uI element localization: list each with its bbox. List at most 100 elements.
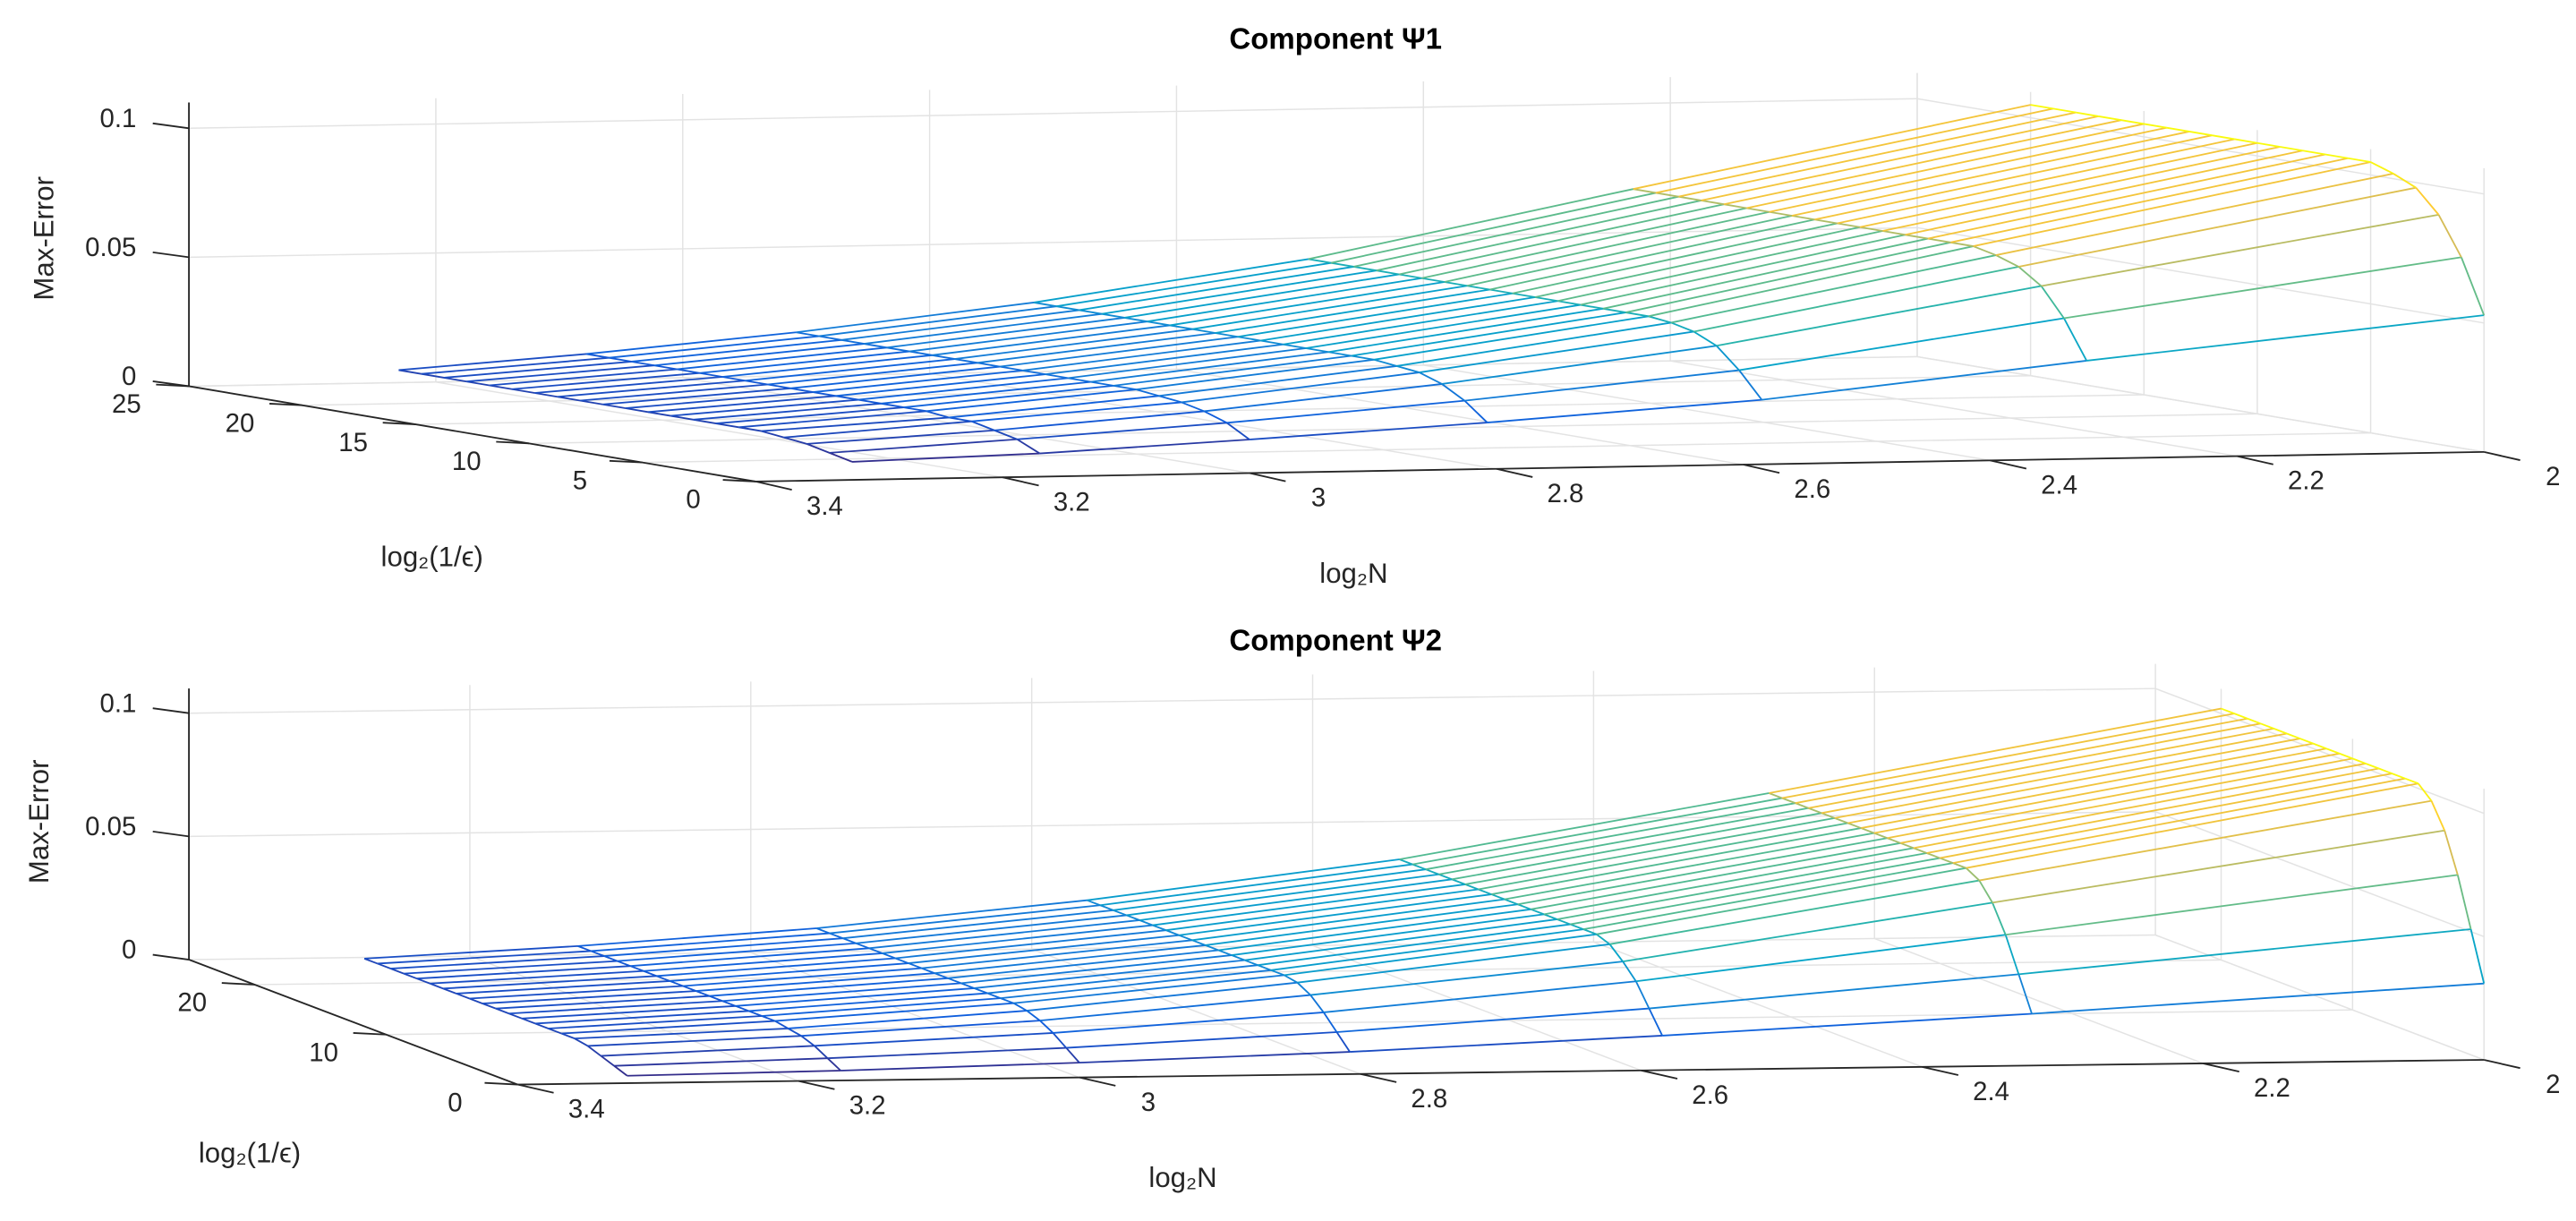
- x-tick: [755, 481, 792, 491]
- mesh-line: [796, 301, 1035, 334]
- mesh-line: [1738, 317, 2065, 371]
- mesh-line: [613, 1064, 628, 1077]
- x-tick: [1743, 464, 1780, 474]
- mesh-line: [960, 982, 975, 989]
- mesh-line: [1504, 898, 1518, 906]
- mesh-line: [2280, 146, 2303, 152]
- mesh-line: [2212, 134, 2235, 141]
- mesh-line: [1039, 1020, 1054, 1034]
- mesh-line: [2415, 187, 2440, 216]
- mesh-line: [1270, 969, 1285, 977]
- mesh-line: [2370, 161, 2394, 175]
- mesh-line: [1260, 339, 1284, 346]
- mesh-line: [738, 410, 927, 429]
- mesh-line: [932, 324, 1171, 356]
- mesh-line: [908, 320, 1147, 353]
- mesh-line: [826, 1057, 841, 1072]
- mesh-line: [2299, 738, 2314, 745]
- mesh-line: [1192, 328, 1215, 334]
- mesh-line: [1323, 1012, 1338, 1033]
- mesh-line: [738, 426, 762, 432]
- mesh-line: [534, 1010, 749, 1025]
- mesh-line: [1837, 222, 1861, 228]
- mesh-line: [1421, 207, 1747, 279]
- mesh-line: [986, 992, 1002, 999]
- mesh-line: [1655, 107, 2054, 194]
- mesh-line: [1350, 1035, 1663, 1054]
- y-axis: [188, 959, 518, 1086]
- mesh-line: [1491, 827, 1862, 895]
- mesh-line: [2324, 153, 2349, 159]
- mesh-line: [1625, 241, 1951, 313]
- mesh-line: [398, 369, 422, 375]
- mesh-line: [886, 346, 910, 353]
- mesh-line: [591, 932, 830, 952]
- mesh-line: [881, 380, 1091, 405]
- mesh-line: [1396, 365, 1420, 373]
- mesh-line: [1419, 371, 1443, 385]
- grid-line: [1873, 937, 2204, 1064]
- mesh-line: [1464, 817, 1835, 885]
- mesh-line: [677, 346, 887, 371]
- mesh-line: [647, 395, 836, 414]
- mesh-line: [1045, 373, 1069, 380]
- mesh-line: [609, 335, 819, 359]
- mesh-line: [548, 1028, 562, 1035]
- x-tick: [798, 1080, 835, 1090]
- z-tick: [152, 707, 190, 714]
- mesh-line: [1192, 285, 1468, 330]
- mesh-line: [444, 361, 632, 379]
- x-tick-label: 3: [1141, 1088, 1156, 1117]
- mesh-line: [1376, 269, 1400, 276]
- mesh-line: [813, 369, 1023, 393]
- mesh-line: [1769, 707, 2222, 794]
- mesh-line: [643, 969, 658, 978]
- mesh-line: [762, 997, 1001, 1017]
- grid-line: [2154, 687, 2485, 815]
- x-axis-label: log₂N: [1319, 558, 1387, 589]
- mesh-line: [806, 429, 995, 445]
- mesh-line: [1557, 300, 1581, 306]
- mesh-line: [466, 380, 490, 387]
- mesh-line: [1244, 959, 1258, 967]
- mesh-line: [2188, 131, 2213, 137]
- mesh-line: [521, 1017, 536, 1025]
- mesh-line: [1421, 277, 1445, 283]
- mesh-line: [1814, 218, 1838, 225]
- mesh-line: [1950, 241, 1974, 247]
- mesh-line: [2086, 314, 2485, 362]
- mesh-line: [1913, 847, 1927, 854]
- mesh-line: [2031, 982, 2485, 1015]
- mesh-line: [835, 373, 1046, 397]
- mesh-line: [495, 1007, 509, 1015]
- y-tick: [722, 479, 756, 482]
- mesh-line: [1973, 245, 1997, 256]
- mesh-line: [617, 942, 857, 962]
- y-axis-label: log₂(1/ϵ): [199, 1138, 301, 1169]
- mesh-line: [1926, 767, 2379, 854]
- mesh-line: [1124, 273, 1400, 319]
- mesh-line: [2352, 757, 2367, 764]
- mesh-line: [1399, 792, 1770, 860]
- z-tick: [152, 122, 190, 130]
- mesh-line: [2076, 111, 2099, 117]
- mesh-line: [653, 364, 678, 371]
- mesh-line: [1582, 862, 1954, 931]
- grid-line: [1916, 226, 2485, 324]
- mesh-line: [1090, 351, 1329, 383]
- mesh-line: [1557, 852, 1927, 920]
- x-tick: [2484, 450, 2521, 461]
- mesh-line: [829, 932, 843, 940]
- mesh-line: [767, 362, 978, 386]
- mesh-line: [761, 430, 785, 439]
- mesh-line: [670, 398, 859, 417]
- z-tick-label: 0.05: [85, 812, 136, 841]
- mesh-line: [1978, 880, 1993, 903]
- mesh-line: [971, 401, 1182, 423]
- mesh-line: [579, 383, 768, 402]
- mesh-line: [1635, 934, 2006, 983]
- mesh-line: [512, 371, 700, 390]
- mesh-line: [364, 944, 578, 960]
- mesh-line: [1178, 934, 1193, 942]
